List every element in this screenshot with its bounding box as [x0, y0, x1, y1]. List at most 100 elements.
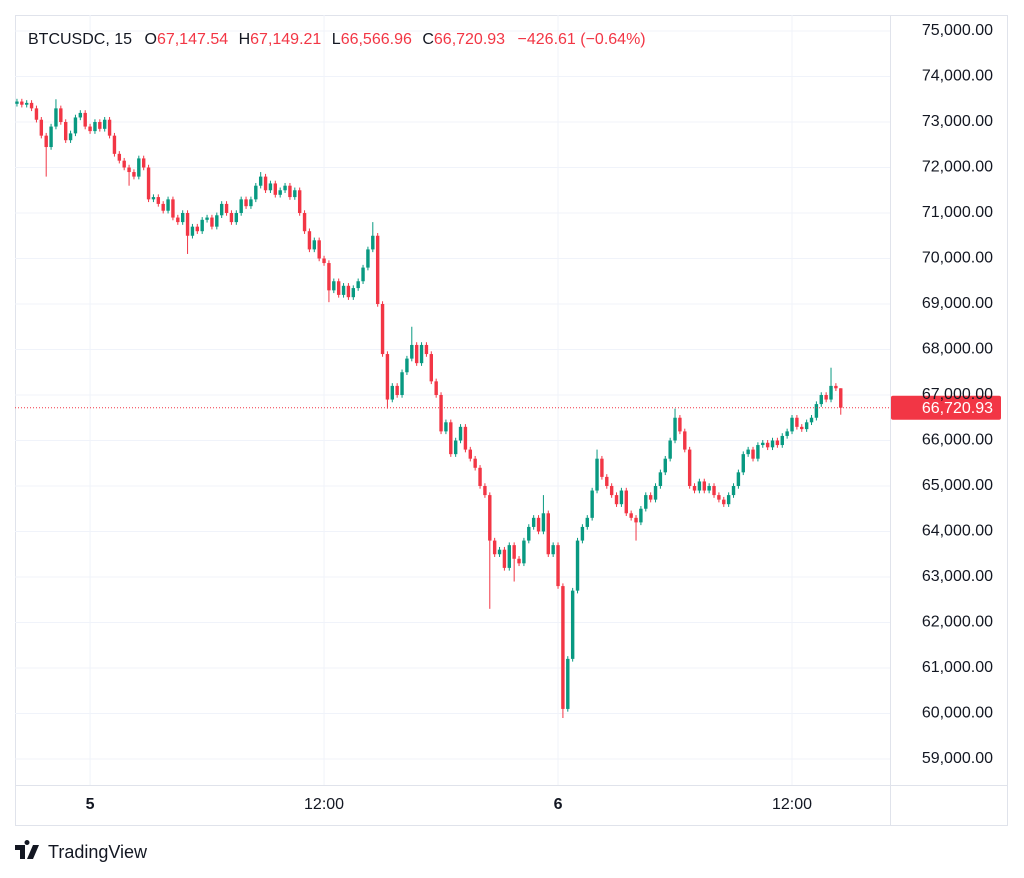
- candle-body: [605, 476, 609, 486]
- candle-body: [697, 481, 702, 491]
- candle-body: [380, 304, 385, 355]
- y-tick-label: 60,000.00: [922, 705, 993, 722]
- candle-body: [756, 445, 760, 459]
- candle-body: [561, 586, 565, 709]
- candle-body: [278, 190, 282, 195]
- candle-body: [570, 590, 575, 659]
- candle-body: [88, 126, 92, 132]
- candle-body: [624, 490, 628, 514]
- candle-body: [200, 219, 204, 232]
- candle-body: [839, 388, 843, 408]
- candle-body: [575, 540, 580, 591]
- candle-body: [268, 183, 273, 191]
- candle-body: [44, 135, 48, 148]
- candle-body: [536, 517, 541, 532]
- candle-body: [429, 354, 434, 382]
- candle-body: [765, 442, 770, 448]
- candle-body: [614, 495, 619, 505]
- candle-body: [24, 102, 29, 105]
- candle-body: [263, 176, 268, 191]
- candle-body: [829, 385, 833, 400]
- candle-body: [195, 226, 200, 232]
- y-tick-label: 59,000.00: [922, 750, 993, 767]
- candle-body: [171, 199, 175, 218]
- candle-body: [834, 385, 838, 389]
- candle-body: [648, 495, 653, 500]
- candle-body: [507, 545, 511, 568]
- y-tick-label: 64,000.00: [922, 523, 993, 540]
- candle-body: [770, 440, 775, 448]
- candle-body: [527, 526, 531, 541]
- candle-body: [692, 485, 697, 491]
- legend-change: −426.61 (−0.64%): [518, 31, 646, 48]
- candle-body: [78, 112, 83, 118]
- candle-body: [463, 426, 468, 450]
- candle-body: [210, 217, 214, 227]
- candle-body: [746, 449, 750, 455]
- candle-body: [595, 458, 599, 491]
- candle-body: [224, 203, 229, 214]
- candle-body: [176, 217, 180, 223]
- footer-brand: TradingView: [48, 842, 148, 862]
- candle-body: [244, 199, 248, 207]
- candle-body: [312, 240, 317, 250]
- logo-icon: [15, 839, 39, 859]
- x-tick-label: 12:00: [772, 796, 812, 813]
- candle-body: [361, 267, 365, 282]
- candle-body: [63, 122, 68, 141]
- candle-body: [673, 417, 677, 441]
- candle-body: [483, 485, 487, 496]
- candle-body: [137, 158, 141, 177]
- candle-body: [156, 197, 161, 204]
- candle-body: [410, 344, 414, 359]
- legend-symbol: BTCUSDC, 15: [28, 31, 132, 48]
- y-tick-label: 70,000.00: [922, 250, 993, 267]
- candle-body: [551, 545, 555, 555]
- candle-body: [229, 213, 234, 223]
- candle-body: [293, 190, 297, 198]
- candle-body: [522, 540, 526, 564]
- candle-body: [790, 417, 794, 432]
- candle-body: [332, 281, 336, 291]
- candle-body: [804, 422, 809, 430]
- candle-body: [161, 203, 165, 211]
- candle-body: [405, 358, 409, 373]
- candle-body: [322, 258, 326, 264]
- candle-body: [726, 495, 731, 505]
- candle-body: [731, 485, 736, 496]
- candle-body: [112, 135, 117, 154]
- candle-body: [488, 495, 492, 541]
- candle-body: [122, 160, 126, 168]
- candle-body: [741, 454, 745, 473]
- x-tick-label: 5: [86, 796, 95, 813]
- x-tick-label: 12:00: [304, 796, 344, 813]
- candle-body: [478, 467, 482, 486]
- candle-body: [317, 240, 321, 259]
- candle-body: [634, 517, 638, 523]
- candle-body: [585, 517, 589, 527]
- candle-body: [424, 344, 429, 355]
- candle-body: [775, 440, 780, 446]
- y-tick-label: 75,000.00: [922, 22, 993, 39]
- candle-body: [629, 513, 633, 518]
- candle-body: [502, 549, 507, 568]
- candle-body: [800, 426, 804, 430]
- y-tick-label: 61,000.00: [922, 659, 993, 676]
- candle-body: [663, 458, 667, 473]
- y-tick-label: 65,000.00: [922, 477, 993, 494]
- legend-value: 66,720.93: [434, 31, 505, 48]
- candle-body: [59, 108, 63, 123]
- candle-body: [400, 372, 404, 395]
- y-tick-label: 72,000.00: [922, 159, 993, 176]
- candle-body: [390, 385, 395, 400]
- legend: BTCUSDC, 15 O67,147.54 H67,149.21 L66,56…: [28, 31, 646, 48]
- candle-body: [590, 490, 594, 518]
- y-tick-label: 68,000.00: [922, 341, 993, 358]
- candle-body: [653, 485, 658, 500]
- legend-key: O: [144, 31, 156, 48]
- candle-body: [687, 449, 692, 486]
- candle-body: [73, 117, 78, 134]
- y-tick-label: 73,000.00: [922, 113, 993, 130]
- candle-body: [29, 102, 34, 109]
